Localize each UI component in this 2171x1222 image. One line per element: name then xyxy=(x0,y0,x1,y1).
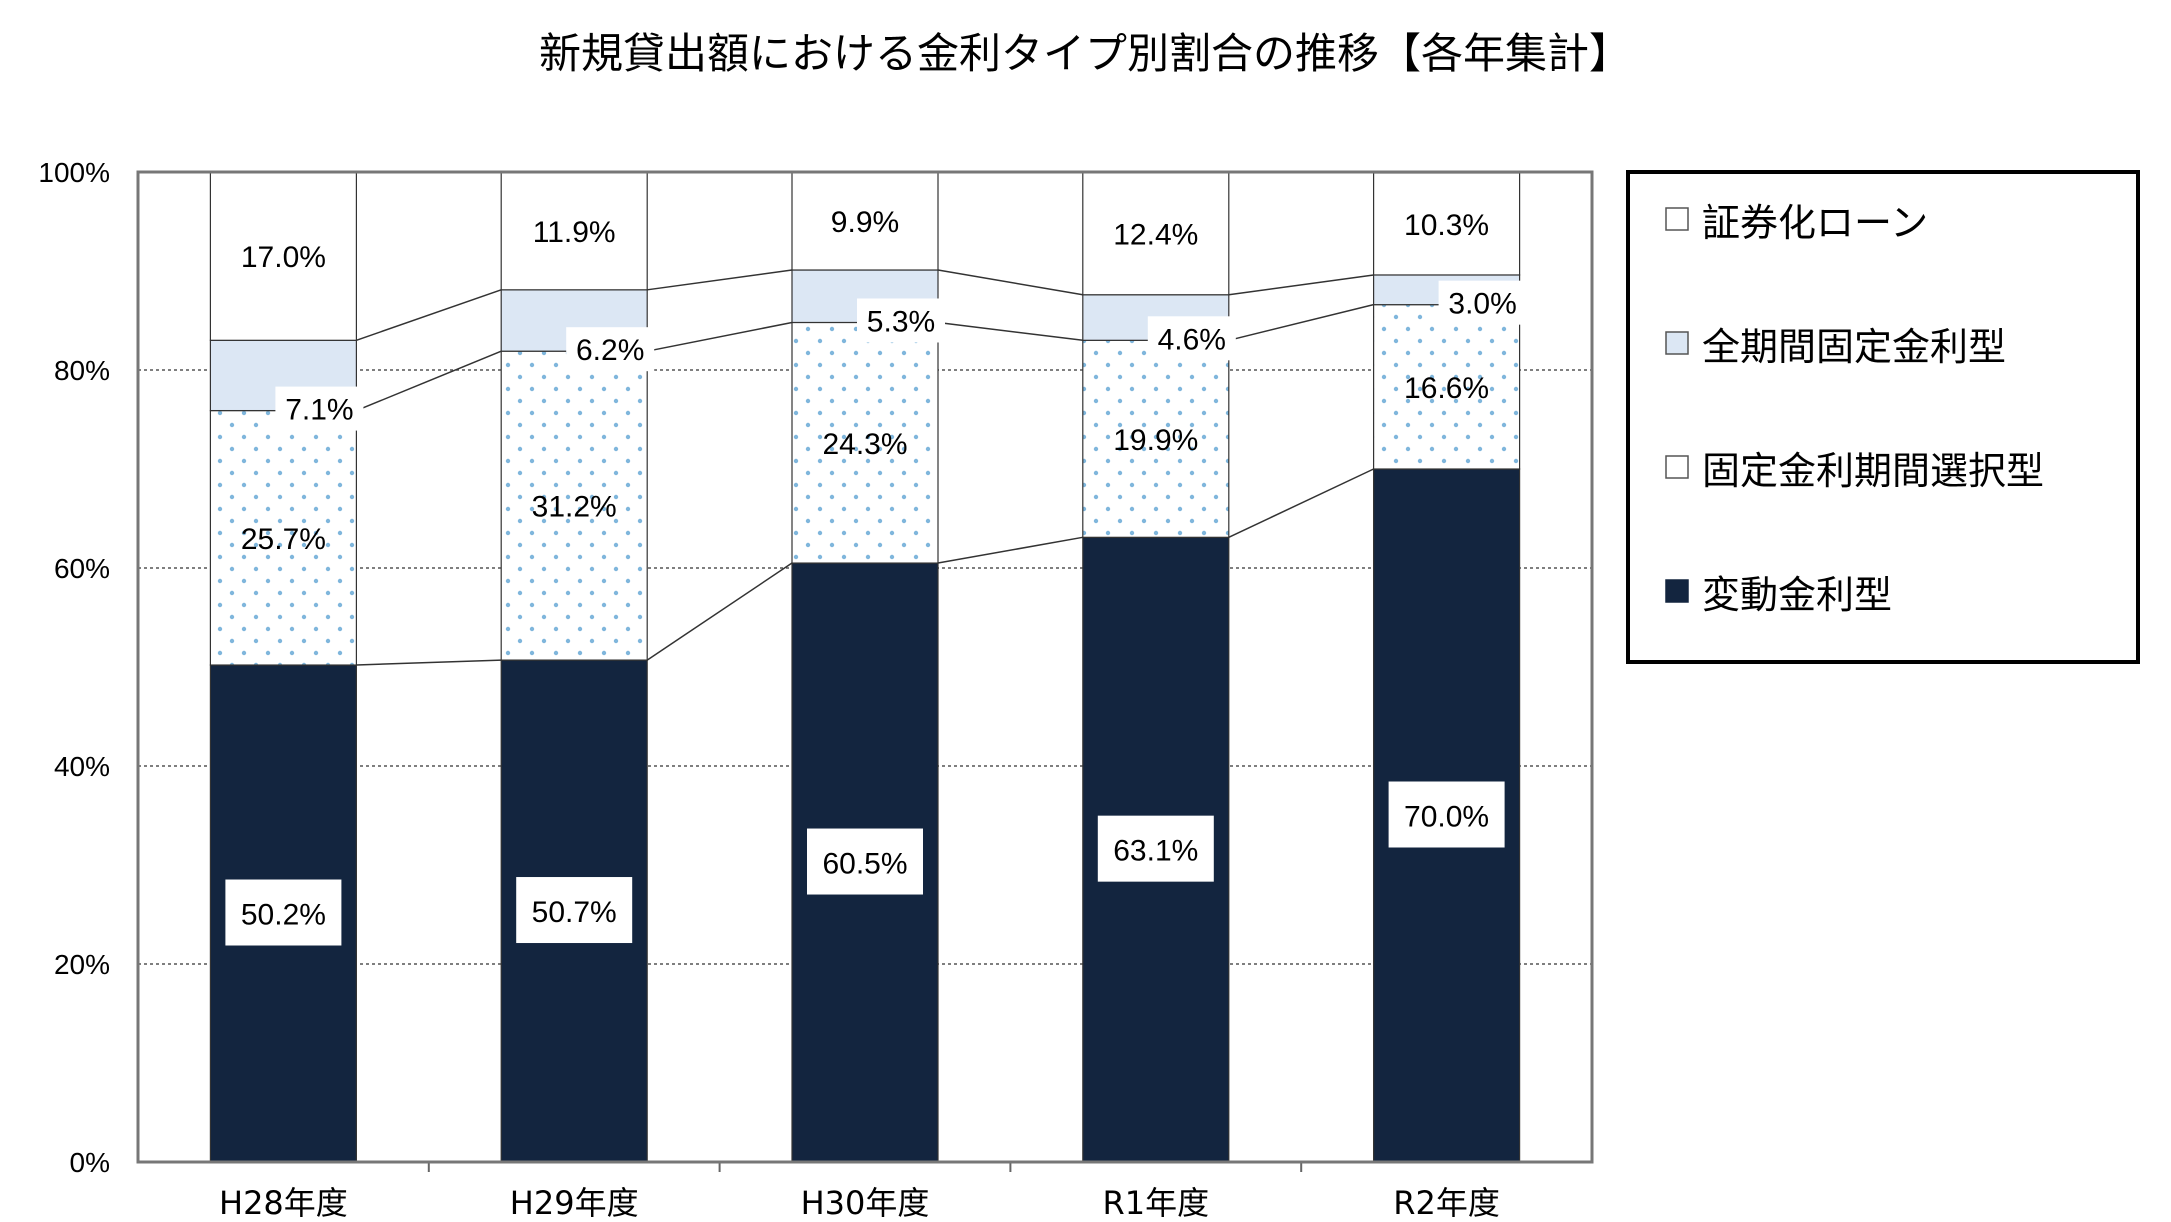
data-label-box xyxy=(1438,280,1527,325)
series-connector xyxy=(1228,468,1374,538)
legend-box xyxy=(1626,170,2140,664)
data-label: 4.6% xyxy=(1158,323,1226,356)
data-label-box xyxy=(1147,316,1236,361)
data-label: 50.2% xyxy=(241,899,326,932)
data-label-box xyxy=(1097,815,1214,882)
legend-label: 全期間固定金利型 xyxy=(1702,325,2006,369)
y-tick-label: 80% xyxy=(54,355,110,386)
connector-lines xyxy=(356,269,1374,666)
bar-segment xyxy=(209,171,357,341)
axes: 0% 20% 40% 60% 80% 100% H28年度 H29年度 H30年度 R1年度 R2年… xyxy=(38,157,1594,1222)
x-category-label: H30年度 xyxy=(801,1184,930,1222)
series-connector xyxy=(646,562,793,661)
data-label-box xyxy=(225,879,342,946)
data-label-box xyxy=(275,386,364,431)
data-label: 7.1% xyxy=(285,394,353,427)
data-label: 9.9% xyxy=(831,206,899,239)
data-label-box xyxy=(516,877,633,944)
y-tick-label: 60% xyxy=(54,553,110,584)
series-connector xyxy=(356,659,502,666)
data-label: 5.3% xyxy=(867,305,935,338)
series-connector xyxy=(937,269,1083,296)
bar-segment xyxy=(500,350,648,661)
series-connector xyxy=(1228,303,1374,342)
data-label: 19.9% xyxy=(1113,424,1198,457)
data-label: 16.6% xyxy=(1404,372,1489,405)
bar-segment xyxy=(1082,339,1230,538)
bar-segment xyxy=(500,171,648,291)
bar-segment xyxy=(791,321,939,564)
data-label: 31.2% xyxy=(532,491,617,524)
legend-label: 証券化ローン xyxy=(1702,201,1928,245)
series-connector xyxy=(937,536,1083,564)
data-label: 11.9% xyxy=(533,216,616,249)
plot-frame xyxy=(136,170,1594,1164)
bar-segment xyxy=(791,171,939,271)
legend-swatch xyxy=(1665,455,1689,479)
x-category-label: R2年度 xyxy=(1393,1184,1500,1222)
data-label: 70.0% xyxy=(1404,801,1489,834)
x-category-label: H28年度 xyxy=(219,1184,348,1222)
data-label: 24.3% xyxy=(822,428,907,461)
series-connector xyxy=(356,289,502,342)
data-label-box xyxy=(566,327,655,372)
series-connector xyxy=(937,321,1083,342)
x-category-label: H29年度 xyxy=(510,1184,639,1222)
y-tick-label: 0% xyxy=(70,1147,110,1178)
legend-label: 固定金利期間選択型 xyxy=(1702,449,2044,493)
chart-title: 新規貸出額における金利タイプ別割合の推移【各年集計】 xyxy=(539,29,1631,78)
legend-label: 変動金利型 xyxy=(1702,573,1892,617)
data-label: 3.0% xyxy=(1448,288,1516,321)
data-label: 25.7% xyxy=(241,523,326,556)
data-label-box xyxy=(807,828,923,895)
bar-segment xyxy=(1372,172,1521,276)
series-connector xyxy=(647,321,793,352)
data-label: 50.7% xyxy=(532,896,617,929)
y-tick-label: 40% xyxy=(54,751,110,782)
data-label-box xyxy=(857,298,945,343)
series-connector xyxy=(356,350,502,412)
bar-segment xyxy=(1372,304,1521,470)
data-label: 60.5% xyxy=(822,848,907,881)
y-tick-label: 20% xyxy=(54,949,110,980)
series-connector xyxy=(1228,274,1374,296)
legend-swatch xyxy=(1665,207,1689,231)
legend-swatch xyxy=(1665,579,1689,603)
data-label: 6.2% xyxy=(576,334,644,367)
data-labels: 50.2% 25.7% 7.1% 17.0% 50.7% 31.2% 6.2% 11.9% 60… xyxy=(225,206,1527,946)
series-connector xyxy=(647,269,793,291)
y-tick-label: 100% xyxy=(38,157,110,188)
data-label: 10.3% xyxy=(1404,209,1489,242)
data-label: 12.4% xyxy=(1113,218,1198,251)
data-label-box xyxy=(1388,781,1505,848)
x-category-label: R1年度 xyxy=(1102,1184,1209,1222)
legend-swatch xyxy=(1665,331,1689,355)
data-label: 17.0% xyxy=(241,241,326,274)
data-label: 63.1% xyxy=(1113,835,1198,868)
